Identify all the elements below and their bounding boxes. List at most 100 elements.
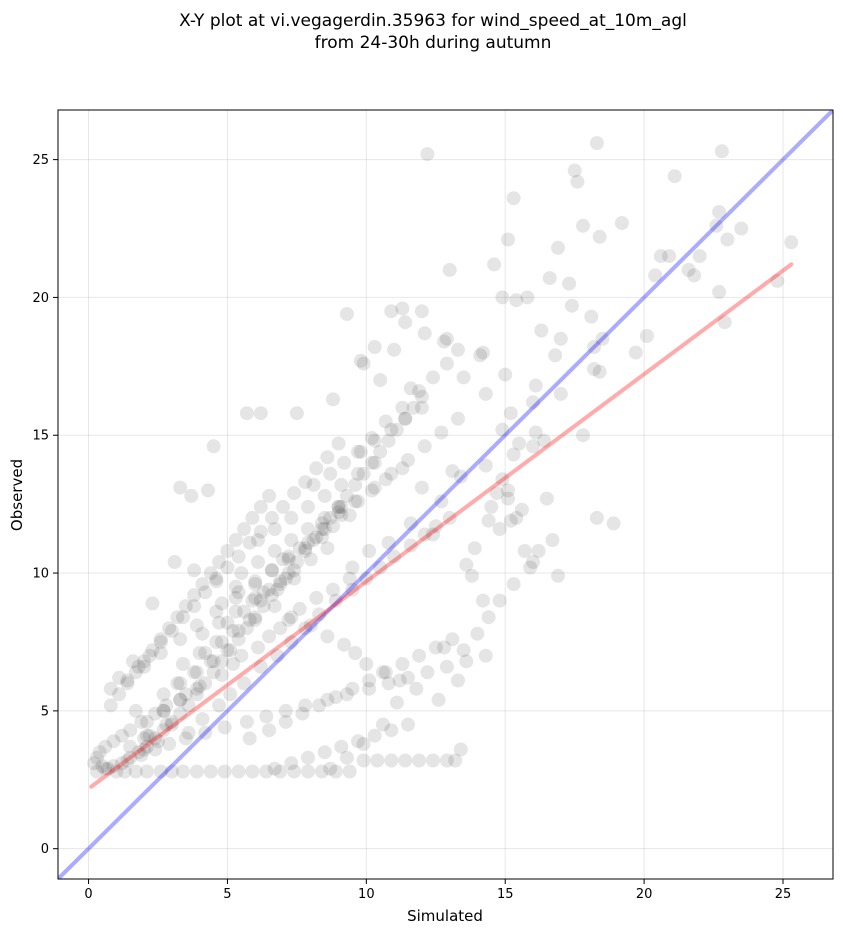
data-point bbox=[164, 717, 179, 732]
data-point bbox=[459, 654, 474, 669]
data-point bbox=[523, 560, 538, 575]
fit-lines bbox=[58, 110, 833, 879]
data-point bbox=[509, 510, 524, 525]
data-point bbox=[387, 549, 402, 564]
data-point bbox=[106, 734, 121, 749]
data-point bbox=[231, 632, 246, 647]
data-point bbox=[164, 623, 179, 638]
data-point bbox=[528, 425, 543, 440]
data-point bbox=[148, 706, 163, 721]
data-point bbox=[667, 169, 682, 184]
data-point bbox=[287, 764, 302, 779]
data-point bbox=[248, 574, 263, 589]
data-point bbox=[128, 703, 143, 718]
data-point bbox=[326, 582, 340, 597]
data-point bbox=[367, 480, 382, 495]
data-point bbox=[187, 563, 202, 578]
data-point bbox=[251, 533, 265, 547]
data-point bbox=[128, 764, 143, 779]
data-point bbox=[351, 444, 365, 459]
data-point bbox=[301, 522, 315, 536]
y-axis-ticks: 0 5 10 15 20 25 bbox=[32, 153, 58, 857]
data-point bbox=[442, 262, 457, 277]
data-point bbox=[437, 640, 452, 655]
data-point bbox=[156, 687, 171, 702]
data-point bbox=[439, 356, 454, 371]
data-point bbox=[337, 455, 352, 470]
scatter-points bbox=[87, 136, 799, 779]
data-point bbox=[301, 764, 315, 779]
data-point bbox=[187, 588, 202, 603]
data-point bbox=[453, 742, 468, 757]
data-point bbox=[289, 406, 304, 421]
data-point bbox=[420, 665, 435, 680]
data-point bbox=[356, 736, 371, 751]
data-point bbox=[303, 552, 318, 567]
data-point bbox=[156, 703, 171, 718]
data-point bbox=[242, 535, 257, 550]
data-point bbox=[412, 384, 427, 399]
data-point bbox=[503, 406, 518, 421]
data-point bbox=[317, 522, 332, 536]
data-point bbox=[298, 698, 313, 713]
data-point bbox=[501, 232, 515, 247]
data-point bbox=[364, 483, 379, 498]
data-point bbox=[323, 510, 338, 525]
data-point bbox=[542, 271, 557, 286]
data-point bbox=[320, 692, 335, 707]
data-point bbox=[359, 571, 374, 586]
data-point bbox=[239, 621, 254, 636]
data-point bbox=[112, 670, 127, 685]
data-point bbox=[403, 538, 418, 553]
data-point bbox=[353, 353, 368, 368]
data-point bbox=[351, 734, 365, 749]
data-point bbox=[389, 422, 404, 437]
data-point bbox=[214, 668, 229, 682]
data-point bbox=[167, 555, 182, 569]
data-point bbox=[398, 753, 413, 768]
data-point bbox=[784, 235, 799, 250]
data-point bbox=[576, 428, 590, 443]
data-point bbox=[606, 516, 621, 531]
data-point bbox=[384, 422, 399, 437]
x-axis-label: Simulated bbox=[407, 907, 483, 925]
data-point bbox=[501, 483, 515, 498]
data-point bbox=[339, 488, 354, 503]
data-point bbox=[192, 646, 207, 660]
data-point bbox=[195, 626, 210, 641]
data-point bbox=[406, 400, 421, 415]
data-point bbox=[298, 544, 313, 558]
y-tick-label: 25 bbox=[32, 153, 49, 168]
data-point bbox=[267, 522, 282, 536]
data-point bbox=[120, 676, 135, 691]
data-point bbox=[614, 216, 629, 230]
data-point bbox=[264, 588, 279, 603]
data-point bbox=[662, 249, 677, 264]
data-point bbox=[567, 163, 582, 178]
data-point bbox=[712, 205, 727, 219]
data-point bbox=[417, 326, 432, 341]
data-point bbox=[209, 635, 224, 649]
data-point bbox=[381, 433, 396, 448]
data-point bbox=[478, 386, 493, 401]
data-point bbox=[562, 276, 577, 291]
data-point bbox=[428, 519, 443, 534]
data-point bbox=[264, 510, 279, 525]
data-point bbox=[373, 373, 388, 388]
data-point bbox=[351, 466, 365, 481]
data-point bbox=[401, 453, 415, 467]
data-point bbox=[370, 753, 385, 768]
data-point bbox=[256, 585, 271, 600]
data-point bbox=[376, 665, 390, 680]
data-point bbox=[342, 764, 357, 779]
data-point bbox=[209, 604, 224, 619]
data-point bbox=[476, 593, 490, 608]
data-point bbox=[378, 414, 393, 429]
data-point bbox=[198, 725, 213, 740]
data-point bbox=[331, 505, 346, 520]
data-point bbox=[176, 657, 190, 671]
data-point bbox=[114, 728, 129, 743]
data-point bbox=[262, 629, 277, 644]
data-point bbox=[456, 643, 471, 658]
data-point bbox=[89, 750, 104, 765]
